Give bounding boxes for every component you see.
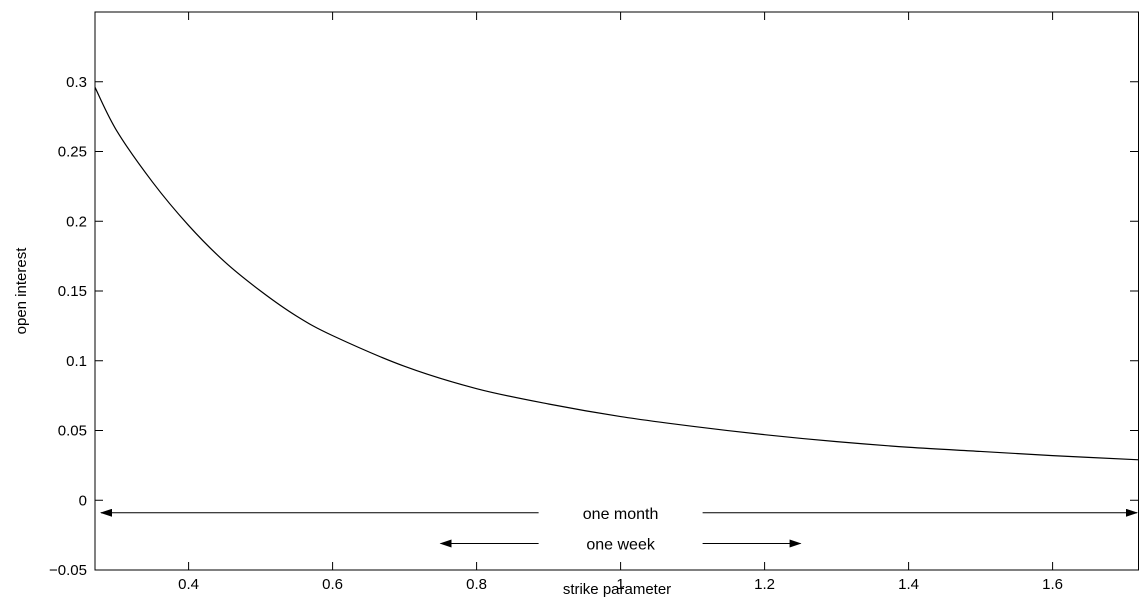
y-axis-label: open interest [13, 247, 30, 335]
x-tick-label: 1.4 [898, 576, 919, 593]
x-tick-label: 1 [616, 576, 624, 593]
y-tick-label: 0.1 [66, 353, 87, 370]
annotation-label: one month [583, 506, 659, 523]
plot-frame [94, 11, 1139, 571]
x-axis-label: strike parameter [563, 581, 671, 598]
x-tick-label: 0.6 [322, 576, 343, 593]
x-tick-label: 1.2 [754, 576, 775, 593]
y-tick-label: −0.05 [49, 562, 87, 579]
y-tick-label: 0.2 [66, 213, 87, 230]
y-tick-label: 0.05 [58, 423, 87, 440]
annotation-arrow: one week [439, 536, 802, 553]
y-tick-label: 0.3 [66, 74, 87, 91]
annotation-arrow: one month [100, 506, 1138, 523]
x-tick-label: 0.8 [466, 576, 487, 593]
y-tick-labels: −0.05 0 0.05 0.1 0.15 0.2 0.25 0.3 [49, 74, 87, 579]
y-tick-label: 0 [79, 492, 87, 509]
x-tick-label: 0.4 [178, 576, 199, 593]
annotations: one month one week [100, 506, 1138, 553]
series-line [94, 87, 1139, 461]
y-tick-label: 0.25 [58, 144, 87, 161]
axis-ticks [95, 12, 1138, 571]
annotation-label: one week [586, 536, 655, 553]
y-tick-label: 0.15 [58, 283, 87, 300]
x-tick-labels: 0.4 0.6 0.8 1 1.2 1.4 1.6 [178, 576, 1063, 593]
x-tick-label: 1.6 [1042, 576, 1063, 593]
